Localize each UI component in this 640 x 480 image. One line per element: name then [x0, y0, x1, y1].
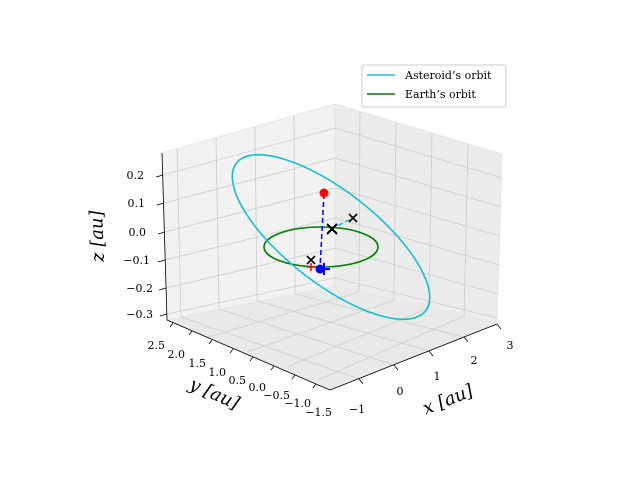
marker-blue-plus: [318, 263, 330, 275]
x-tick-label: 2: [471, 354, 478, 367]
y-tick-label: 0.0: [249, 381, 267, 394]
marker-black-x: [326, 223, 338, 235]
legend-label-earth: Earth’s orbit: [405, 88, 476, 101]
x-tick-label: 0: [397, 385, 404, 398]
marker-black-x: [348, 213, 358, 223]
z-tick-label: −0.1: [123, 254, 150, 267]
y-tick-label: −1.5: [305, 406, 332, 419]
x-tick-label: −1: [349, 403, 365, 416]
y-tick-label: 1.0: [209, 366, 227, 379]
axes-panes: [161, 103, 503, 391]
left-pane: [161, 103, 336, 321]
grid-lines: [162, 111, 503, 381]
marker-black-x: [306, 255, 316, 265]
plot-area: [231, 153, 431, 321]
legend-box: [361, 64, 507, 108]
y-tick-label: 2.5: [148, 339, 166, 352]
z-axis-label: z [au]: [86, 209, 109, 263]
z-tick-label: −0.2: [126, 282, 153, 295]
projection-line-blue: [319, 193, 325, 269]
legend: Asteroid’s orbit Earth’s orbit: [361, 64, 507, 108]
x-axis-label: x [au]: [420, 380, 477, 419]
y-tick-label: 2.0: [168, 348, 186, 361]
z-tick-label: 0.1: [128, 197, 146, 210]
z-tick-labels: 0.2 0.1 0.0 −0.1 −0.2 −0.3: [123, 169, 153, 321]
x-tick-label: 1: [434, 370, 441, 383]
x-tick-labels: −1 0 1 2 3: [349, 339, 514, 416]
marker-red-dot: [319, 188, 329, 198]
y-tick-label: 1.5: [189, 357, 207, 370]
legend-label-asteroid: Asteroid’s orbit: [404, 69, 492, 82]
y-tick-label: −1.0: [284, 397, 311, 410]
axis-edges: [161, 152, 498, 391]
z-tick-label: 0.0: [129, 226, 147, 239]
z-tick-label: −0.3: [126, 308, 153, 321]
z-tick-label: 0.2: [127, 169, 145, 182]
tick-marks: [155, 174, 502, 389]
y-tick-label: −0.5: [263, 389, 290, 402]
asteroid-orbit-line: [231, 153, 431, 321]
y-tick-label: 0.5: [229, 374, 247, 387]
y-tick-labels: 2.5 2.0 1.5 1.0 0.5 0.0 −0.5 −1.0 −1.5: [148, 339, 333, 419]
marker-red-plus: [307, 263, 315, 271]
x-tick-label: 3: [507, 339, 514, 352]
